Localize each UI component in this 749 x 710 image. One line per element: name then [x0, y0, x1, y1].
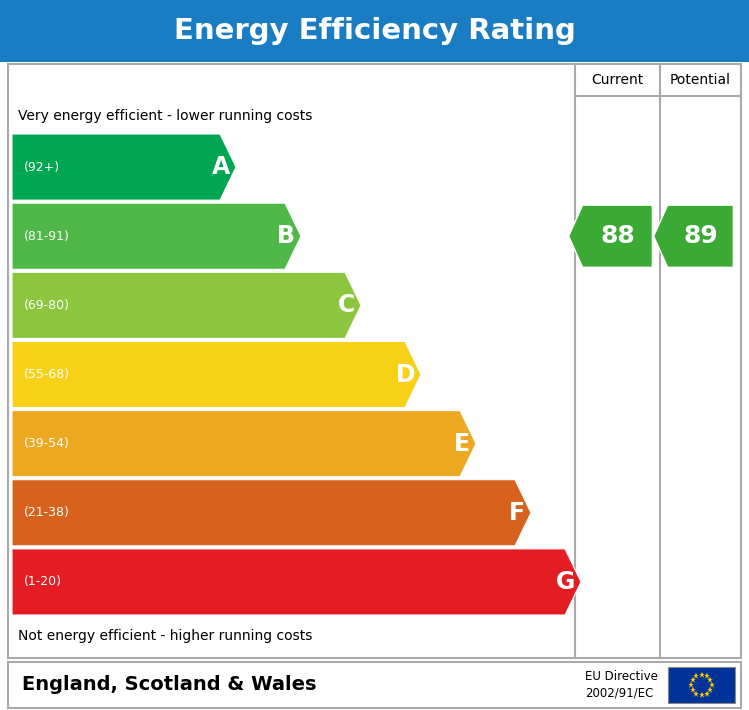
- Bar: [8, 662, 741, 708]
- Text: (92+): (92+): [24, 160, 60, 173]
- Text: EU Directive
2002/91/EC: EU Directive 2002/91/EC: [585, 670, 658, 700]
- Polygon shape: [12, 203, 301, 269]
- Bar: [8, 64, 741, 658]
- Text: 88: 88: [600, 224, 635, 248]
- Polygon shape: [12, 480, 531, 546]
- Text: Energy Efficiency Rating: Energy Efficiency Rating: [174, 17, 575, 45]
- Text: (39-54): (39-54): [24, 437, 70, 450]
- Text: F: F: [509, 501, 525, 525]
- Text: Very energy efficient - lower running costs: Very energy efficient - lower running co…: [18, 109, 312, 123]
- Text: A: A: [212, 155, 230, 179]
- Text: Current: Current: [592, 73, 643, 87]
- Bar: [668, 667, 735, 703]
- Text: G: G: [556, 570, 575, 594]
- Text: (21-38): (21-38): [24, 506, 70, 519]
- Polygon shape: [12, 549, 581, 615]
- Text: (69-80): (69-80): [24, 299, 70, 312]
- Polygon shape: [568, 205, 652, 267]
- Text: B: B: [277, 224, 295, 248]
- Polygon shape: [12, 134, 236, 200]
- Text: (1-20): (1-20): [24, 575, 62, 589]
- Text: Not energy efficient - higher running costs: Not energy efficient - higher running co…: [18, 629, 312, 643]
- Polygon shape: [12, 410, 476, 476]
- Text: E: E: [454, 432, 470, 456]
- Text: England, Scotland & Wales: England, Scotland & Wales: [22, 675, 317, 694]
- Text: D: D: [395, 363, 415, 386]
- Text: C: C: [338, 293, 355, 317]
- Text: 89: 89: [683, 224, 718, 248]
- Bar: [0, 0, 749, 62]
- Text: (81-91): (81-91): [24, 230, 70, 243]
- Polygon shape: [12, 342, 421, 408]
- Polygon shape: [654, 205, 733, 267]
- Text: (55-68): (55-68): [24, 368, 70, 381]
- Text: Potential: Potential: [670, 73, 731, 87]
- Polygon shape: [12, 273, 361, 339]
